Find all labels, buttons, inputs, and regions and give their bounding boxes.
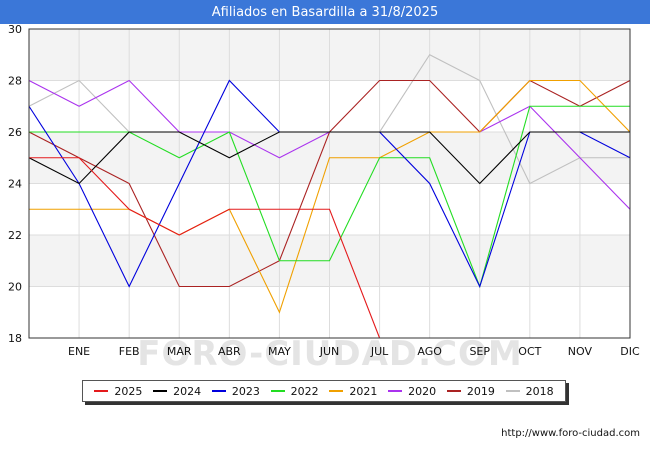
legend-label: 2024 [173, 384, 202, 398]
y-tick-label: 30 [8, 23, 22, 36]
x-axis-ticks: ENE FEB MAR ABR MAY JUN JUL AGO SEP OCT NOV DIC [68, 345, 640, 358]
legend-item-2019: 2019 [446, 384, 495, 398]
x-tick-label: JUN [319, 345, 340, 358]
source-url[interactable]: http://www.foro-ciudad.com [501, 428, 640, 439]
legend-item-2021: 2021 [329, 385, 377, 398]
x-tick-label: JUL [370, 345, 389, 358]
legend-item-2023: 2023 [211, 384, 260, 398]
y-tick-label: 20 [8, 281, 22, 294]
legend-item-2024: 2024 [153, 385, 201, 398]
y-axis-ticks: 18 20 22 24 26 28 30 [8, 23, 22, 345]
x-tick-label: ENE [68, 345, 90, 358]
legend-label: 2018 [525, 384, 554, 398]
legend-label: 2021 [349, 384, 378, 398]
legend-swatch [211, 390, 226, 392]
legend-item-2022: 2022 [270, 384, 319, 398]
x-tick-label: AGO [417, 345, 442, 358]
legend-item-2025: 2025 [94, 385, 142, 398]
y-tick-label: 28 [8, 75, 22, 88]
legend-swatch [446, 390, 461, 392]
legend-swatch [388, 390, 403, 392]
plot-frame [28, 28, 631, 339]
legend-swatch [329, 390, 344, 392]
legend-item-2020: 2020 [388, 385, 436, 398]
x-tick-label: FEB [119, 345, 140, 358]
series-line-2025 [29, 157, 381, 339]
legend-swatch [94, 390, 109, 392]
watermark: FORO-CIUDAD.COM [137, 334, 523, 374]
legend: 2025 2024 2023 2022 2021 2020 2019 2018 [82, 380, 566, 402]
legend-label: 2023 [231, 384, 260, 398]
x-tick-label: DIC [620, 345, 640, 358]
x-tick-label: MAY [268, 345, 291, 358]
x-tick-label: OCT [518, 345, 541, 358]
x-tick-label: NOV [568, 345, 593, 358]
y-tick-label: 26 [8, 126, 22, 139]
legend-label: 2022 [290, 384, 319, 398]
legend-label: 2020 [408, 384, 437, 398]
legend-swatch [505, 390, 520, 392]
legend-item-2018: 2018 [505, 384, 554, 398]
x-tick-label: ABR [218, 345, 241, 358]
chart-title: Afiliados en Basardilla a 31/8/2025 [0, 0, 650, 24]
legend-swatch [153, 390, 168, 392]
series-line-2024 [28, 131, 630, 185]
x-tick-label: MAR [167, 345, 192, 358]
legend-label: 2019 [466, 384, 495, 398]
y-tick-label: 18 [8, 332, 22, 345]
y-tick-label: 22 [8, 229, 22, 242]
x-tick-label: SEP [469, 345, 490, 358]
y-tick-label: 24 [8, 178, 22, 191]
series-lines [28, 54, 631, 339]
legend-swatch [270, 390, 285, 392]
legend-label: 2025 [114, 384, 143, 398]
